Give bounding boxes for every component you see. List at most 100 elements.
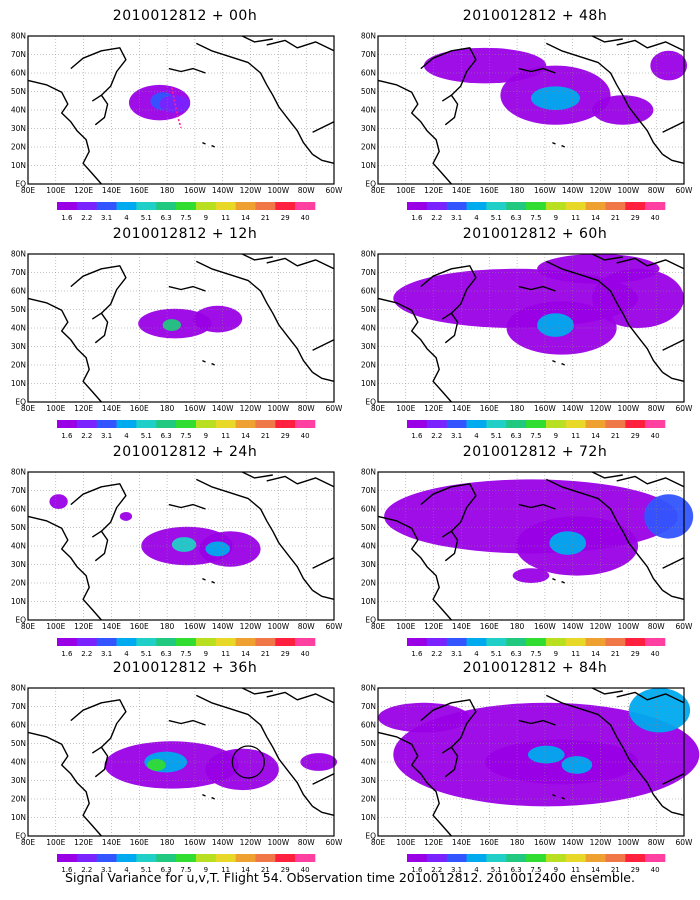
colorbar-label: 1.6	[61, 432, 73, 440]
colorbar-label: 40	[651, 650, 660, 658]
colorbar-label: 40	[651, 432, 660, 440]
colorbar-swatch	[96, 638, 117, 646]
coastline	[91, 746, 109, 778]
lat-tick-label: 70N	[11, 268, 26, 277]
colorbar-label: 29	[281, 866, 290, 874]
coastline	[195, 260, 314, 373]
lon-tick-label: 140E	[452, 622, 471, 631]
colorbar-swatch	[195, 202, 217, 210]
colorbar-swatch	[136, 638, 157, 646]
colorbar-label: 7.5	[530, 214, 541, 222]
colorbar-label: 4	[124, 432, 129, 440]
lon-tick-label: 140W	[562, 404, 584, 413]
variance-region	[162, 319, 182, 331]
colorbar-label: 14	[241, 866, 250, 874]
lon-tick-label: 120W	[590, 838, 612, 847]
colorbar-label: 7.5	[180, 866, 191, 874]
coastline	[377, 515, 452, 621]
colorbar-label: 4	[474, 866, 479, 874]
lon-tick-label: 120W	[240, 622, 262, 631]
coastline	[662, 589, 685, 600]
coastline	[561, 144, 566, 148]
colorbar-label: 5.1	[141, 432, 152, 440]
colorbar-swatch	[605, 420, 626, 428]
coastline	[211, 580, 216, 584]
colorbar-label: 1.6	[411, 214, 423, 222]
colorbar-label: 11	[571, 214, 580, 222]
coastline	[168, 67, 206, 74]
colorbar-label: 3.1	[451, 432, 462, 440]
lat-tick-label: 80N	[361, 32, 376, 41]
lon-tick-label: 160W	[184, 186, 206, 195]
lat-tick-label: 80N	[11, 250, 26, 259]
colorbar-swatch	[76, 854, 97, 862]
variance-region	[300, 753, 338, 771]
lat-tick-label: 50N	[361, 523, 376, 532]
coastline	[591, 687, 623, 695]
colorbar-swatch	[625, 420, 646, 428]
lat-tick-label: 30N	[361, 776, 376, 785]
lat-tick-label: EQ	[365, 616, 376, 625]
colorbar-swatch	[156, 638, 177, 646]
coastline	[312, 557, 335, 569]
colorbar-swatch	[645, 420, 666, 428]
colorbar-swatch	[195, 420, 217, 428]
lon-tick-label: 80W	[648, 622, 666, 631]
lon-tick-label: 100E	[396, 404, 415, 413]
lon-tick-label: 80E	[371, 404, 386, 413]
forecast-panel-72h: 2010012812 + 72h EQ 10N 20N 30N 40N 50N 60N 70N…	[361, 444, 700, 658]
colorbar: 1.6 2.2 3.1 4 5.1 6.3 7.5 9 11 14 21 29 40	[407, 202, 666, 222]
colorbar-swatch	[486, 202, 507, 210]
colorbar-label: 2.2	[81, 650, 92, 658]
colorbar-swatch	[215, 202, 236, 210]
lon-tick-label: 60W	[326, 186, 344, 195]
colorbar-label: 29	[281, 650, 290, 658]
colorbar-swatch	[96, 420, 117, 428]
colorbar-swatch	[156, 420, 177, 428]
colorbar-label: 14	[591, 432, 600, 440]
lon-tick-label: 120W	[240, 186, 262, 195]
colorbar-label: 2.2	[81, 214, 92, 222]
lon-tick-label: 120E	[74, 404, 93, 413]
variance-map: EQ 10N 20N 30N 40N 50N 60N 70N 80N 80E 100E 120E 140…	[361, 32, 693, 196]
variance-map: EQ 10N 20N 30N 40N 50N 60N 70N 80N 80E 100E 120E 140…	[361, 468, 694, 631]
lat-tick-label: 30N	[11, 124, 26, 133]
colorbar-label: 11	[571, 650, 580, 658]
lat-tick-label: 70N	[11, 50, 26, 59]
colorbar-swatch	[526, 854, 547, 862]
coastline	[27, 297, 102, 403]
colorbar-label: 7.5	[180, 214, 191, 222]
colorbar-swatch	[116, 420, 137, 428]
coastline	[27, 731, 102, 837]
lon-tick-label: 160W	[534, 622, 556, 631]
colorbar-label: 11	[221, 432, 230, 440]
coastline	[70, 265, 127, 314]
lat-tick-label: 80N	[361, 250, 376, 259]
lat-tick-label: 60N	[361, 505, 376, 514]
panel-title: 2010012812 + 72h	[462, 444, 608, 460]
colorbar-label: 6.3	[511, 432, 522, 440]
colorbar-swatch	[526, 202, 547, 210]
forecast-panel-48h: 2010012812 + 48h EQ 10N 20N 30N 40N 50N 60N 70N…	[361, 8, 700, 222]
lon-tick-label: 100W	[617, 838, 639, 847]
coastline	[441, 94, 459, 126]
colorbar-swatch	[176, 202, 197, 210]
lon-tick-label: 100E	[396, 838, 415, 847]
colorbar-swatch	[96, 854, 117, 862]
coastline	[662, 805, 685, 816]
lon-tick-label: 140W	[562, 838, 584, 847]
colorbar-label: 3.1	[101, 214, 112, 222]
colorbar-swatch	[255, 202, 276, 210]
colorbar-swatch	[545, 202, 567, 210]
lon-tick-label: 180	[160, 404, 175, 413]
coastline	[561, 580, 566, 584]
colorbar-swatch	[176, 854, 197, 862]
coastline	[591, 253, 623, 261]
colorbar-swatch	[506, 202, 527, 210]
coastline	[518, 67, 556, 74]
colorbar-label: 4	[474, 214, 479, 222]
coastline	[241, 253, 273, 261]
coastline	[241, 35, 273, 43]
colorbar-swatch	[96, 202, 117, 210]
coastline	[202, 141, 206, 145]
